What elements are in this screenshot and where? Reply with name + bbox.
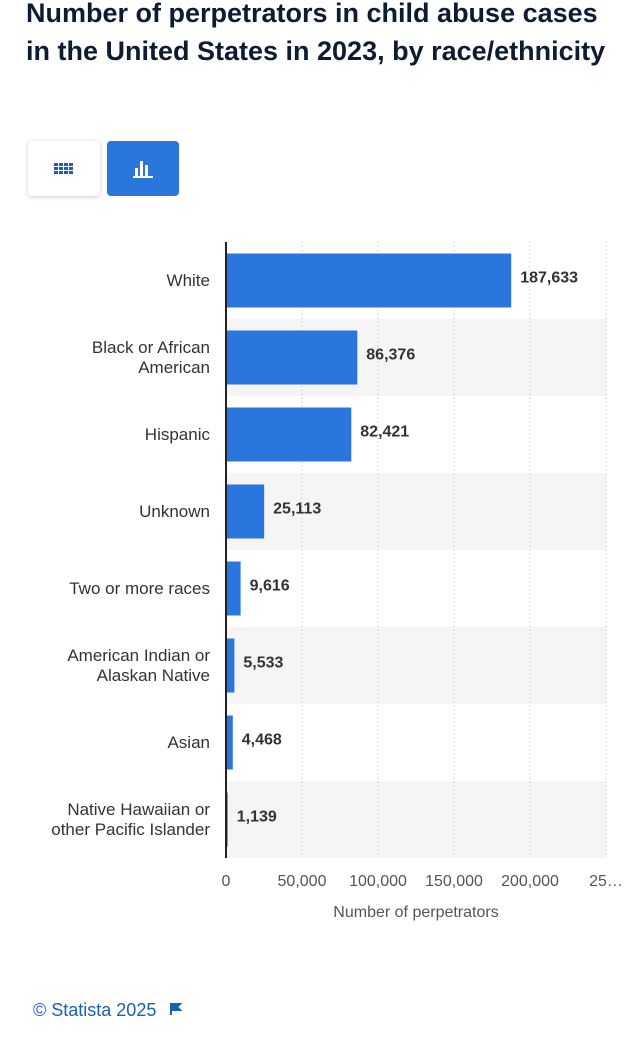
- y-tick-label: Unknown: [139, 501, 210, 521]
- row-stripe: [226, 473, 606, 550]
- y-tick-label: Asian: [167, 732, 210, 752]
- bar: [226, 561, 241, 616]
- y-tick-label: Hispanic: [144, 424, 210, 444]
- data-label: 82,421: [360, 424, 409, 441]
- table-view-button[interactable]: [28, 141, 100, 196]
- data-label: 4,468: [242, 732, 282, 749]
- row-stripe: [226, 627, 606, 704]
- bar: [226, 638, 235, 693]
- bar: [226, 330, 358, 385]
- y-tick-label: White: [166, 270, 210, 290]
- data-label: 1,139: [237, 809, 277, 826]
- y-tick-label: American Indian or Alaskan Native: [67, 645, 210, 685]
- bar: [226, 253, 512, 308]
- chart-title: Number of perpetrators in child abuse ca…: [26, 0, 606, 66]
- x-tick-label: 50,000: [278, 873, 327, 890]
- bar: [226, 484, 265, 539]
- row-stripe: [226, 781, 606, 858]
- data-label: 9,616: [250, 578, 290, 595]
- x-axis-label: Number of perpetrators: [333, 904, 498, 921]
- x-tick-label: 0: [222, 873, 231, 890]
- footer: © Statista 2025: [33, 1000, 183, 1021]
- x-tick-label: 200,000: [501, 873, 559, 890]
- x-tick-label: 100,000: [349, 873, 407, 890]
- y-tick-label: Black or African American: [91, 337, 210, 377]
- flag-icon: [170, 1003, 183, 1015]
- y-tick-label: Two or more races: [69, 578, 210, 598]
- bar: [226, 715, 233, 770]
- x-tick-label: 150,000: [425, 873, 483, 890]
- x-tick-label: 25…: [589, 873, 623, 890]
- bar: [226, 407, 352, 462]
- data-label: 25,113: [273, 501, 321, 518]
- data-label: 187,633: [520, 270, 578, 287]
- chart-icon: [133, 161, 153, 178]
- data-label: 86,376: [366, 347, 415, 364]
- table-icon: [54, 163, 73, 174]
- copyright: © Statista 2025: [33, 1000, 157, 1020]
- chart-view-button[interactable]: [107, 141, 179, 196]
- data-label: 5,533: [243, 655, 283, 672]
- y-tick-label: Native Hawaiian or other Pacific Islande…: [51, 799, 210, 839]
